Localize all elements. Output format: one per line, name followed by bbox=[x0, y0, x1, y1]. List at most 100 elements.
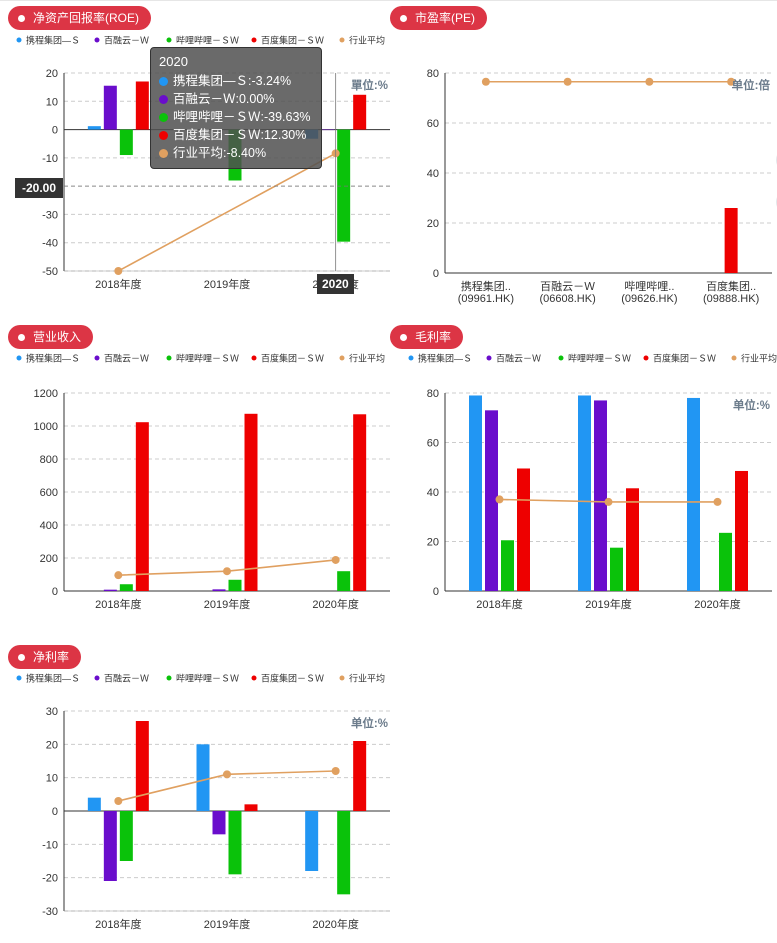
y-tick-label: 20 bbox=[46, 739, 58, 751]
legend-dot-icon bbox=[166, 355, 172, 361]
bar bbox=[353, 741, 367, 811]
unit-label: 单位:倍 bbox=[732, 78, 771, 92]
tooltip-row-label: 百融云－Ｗ:0.00% bbox=[173, 92, 275, 106]
legend-dot-icon bbox=[486, 355, 492, 361]
y-tick-label: 40 bbox=[427, 168, 439, 180]
legend-entry: 百度集团－ＳＷ bbox=[261, 673, 324, 684]
legend-dot-icon bbox=[339, 675, 345, 681]
y-tick-label: 800 bbox=[40, 454, 58, 466]
legend-dot-icon bbox=[251, 675, 257, 681]
revenue-chart: 携程集团—Ｓ 百融云－Ｗ 哔哩哔哩－ＳＷ 百度集团－ＳＷ 行业平均 1200 1000 800… bbox=[16, 353, 390, 611]
badge-label: 市盈率(PE) bbox=[415, 11, 476, 25]
tooltip-dot-icon bbox=[159, 131, 168, 140]
bar bbox=[610, 547, 623, 591]
edge-decoration bbox=[776, 155, 777, 207]
legend-dot-icon bbox=[166, 675, 172, 681]
legend-entry: 行业平均 bbox=[349, 673, 385, 684]
bar bbox=[135, 81, 149, 130]
legend-dot-icon bbox=[408, 355, 414, 361]
x-tick-label: 百度集团.. bbox=[706, 279, 756, 293]
tooltip-dot-icon bbox=[159, 149, 168, 158]
badge-dot-icon bbox=[400, 334, 407, 341]
legend-dot-icon bbox=[731, 355, 737, 361]
average-point bbox=[727, 77, 736, 86]
legend-entry: 百融云－Ｗ bbox=[496, 354, 541, 364]
bar bbox=[687, 397, 700, 591]
net-margin-chart: 携程集团—Ｓ 百融云－Ｗ 哔哩哔哩－ＳＷ 百度集团－ＳＷ 行业平均 30 20 10 0 -10 -… bbox=[16, 673, 390, 931]
average-point bbox=[223, 567, 231, 576]
tooltip-row: 行业平均:-8.40% bbox=[159, 144, 313, 162]
unit-label: 单位:% bbox=[351, 716, 388, 730]
bar bbox=[119, 584, 133, 591]
bar bbox=[321, 129, 335, 131]
tooltip-row: 携程集团—Ｓ:-3.24% bbox=[159, 72, 313, 90]
gross-margin-chart: 携程集团—Ｓ 百融云－Ｗ 哔哩哔哩－ＳＷ 百度集团－ＳＷ 行业平均 80 60 40 20 0 20… bbox=[408, 353, 777, 611]
badge-roe[interactable]: 净资产回报率(ROE) bbox=[8, 6, 151, 30]
tooltip-row: 百度集团－ＳＷ:12.30% bbox=[159, 126, 313, 144]
legend-dot-icon bbox=[94, 37, 100, 43]
bar bbox=[196, 744, 210, 811]
badge-pe[interactable]: 市盈率(PE) bbox=[390, 6, 488, 30]
bar bbox=[594, 400, 607, 591]
chart-tooltip: 2020 携程集团—Ｓ:-3.24% 百融云－Ｗ:0.00% 哔哩哔哩－ＳＷ:-39… bbox=[150, 47, 322, 169]
crosshair-y-label: -20.00 bbox=[15, 178, 64, 198]
y-tick-label: 80 bbox=[427, 388, 439, 400]
y-tick-label: 20 bbox=[46, 68, 58, 80]
bar bbox=[337, 129, 351, 242]
average-point bbox=[114, 571, 123, 580]
average-point bbox=[114, 797, 123, 805]
tooltip-dot-icon bbox=[159, 77, 168, 86]
x-tick-label: (09626.HK) bbox=[621, 293, 677, 305]
y-tick-label: 0 bbox=[433, 586, 439, 598]
bar bbox=[485, 410, 498, 591]
x-tick-label: 2020年度 bbox=[312, 597, 358, 611]
tooltip-row: 哔哩哔哩－ＳＷ:-39.63% bbox=[159, 108, 313, 126]
bar bbox=[119, 129, 133, 156]
y-tick-label: 1200 bbox=[34, 388, 58, 400]
average-point bbox=[495, 495, 504, 504]
legend-dot-icon bbox=[16, 675, 22, 681]
x-tick-label: 2018年度 bbox=[476, 597, 522, 611]
legend-dot-icon bbox=[251, 355, 257, 361]
badge-label: 净资产回报率(ROE) bbox=[33, 11, 139, 25]
x-tick-label: 哔哩哔哩.. bbox=[624, 280, 674, 293]
tooltip-title: 2020 bbox=[159, 54, 188, 69]
bar bbox=[228, 811, 242, 875]
badge-revenue[interactable]: 营业收入 bbox=[8, 325, 94, 349]
x-tick-label: 2020年度 bbox=[694, 597, 740, 611]
bar bbox=[501, 540, 514, 591]
tooltip-row-label: 携程集团—Ｓ:-3.24% bbox=[173, 74, 292, 88]
y-tick-label: 600 bbox=[40, 487, 58, 499]
bar bbox=[305, 811, 319, 871]
y-tick-label: 0 bbox=[52, 125, 58, 137]
average-line bbox=[117, 152, 337, 272]
y-tick-label: -40 bbox=[42, 238, 58, 250]
x-tick-label: (06608.HK) bbox=[539, 293, 595, 305]
bar bbox=[735, 470, 748, 591]
legend-entry: 行业平均 bbox=[741, 353, 777, 364]
legend-entry: 行业平均 bbox=[349, 353, 385, 364]
bar bbox=[337, 811, 351, 895]
bar bbox=[103, 85, 117, 130]
average-point bbox=[481, 77, 490, 86]
legend-dot-icon bbox=[94, 355, 100, 361]
average-point bbox=[223, 770, 231, 779]
legend-dot-icon bbox=[16, 355, 22, 361]
bar bbox=[244, 413, 258, 591]
x-tick-label: 百融云－Ｗ bbox=[540, 280, 595, 293]
bar bbox=[719, 532, 732, 591]
y-tick-label: 10 bbox=[46, 96, 58, 108]
legend-dot-icon bbox=[339, 37, 345, 43]
legend-entry: 携程集团—Ｓ bbox=[26, 673, 80, 684]
badge-net-margin[interactable]: 净利率 bbox=[8, 645, 82, 669]
badge-gross-margin[interactable]: 毛利率 bbox=[390, 325, 464, 349]
legend-entry: 携程集团—Ｓ bbox=[418, 353, 472, 364]
bar bbox=[212, 811, 226, 835]
y-tick-label: 40 bbox=[427, 487, 439, 499]
x-tick-label: 2018年度 bbox=[95, 277, 141, 291]
bar bbox=[87, 126, 101, 130]
legend-entry: 行业平均 bbox=[349, 35, 385, 46]
legend-entry: 哔哩哔哩－ＳＷ bbox=[176, 674, 239, 684]
legend-entry: 哔哩哔哩－ＳＷ bbox=[176, 36, 239, 46]
x-tick-label: 2019年度 bbox=[585, 597, 631, 611]
